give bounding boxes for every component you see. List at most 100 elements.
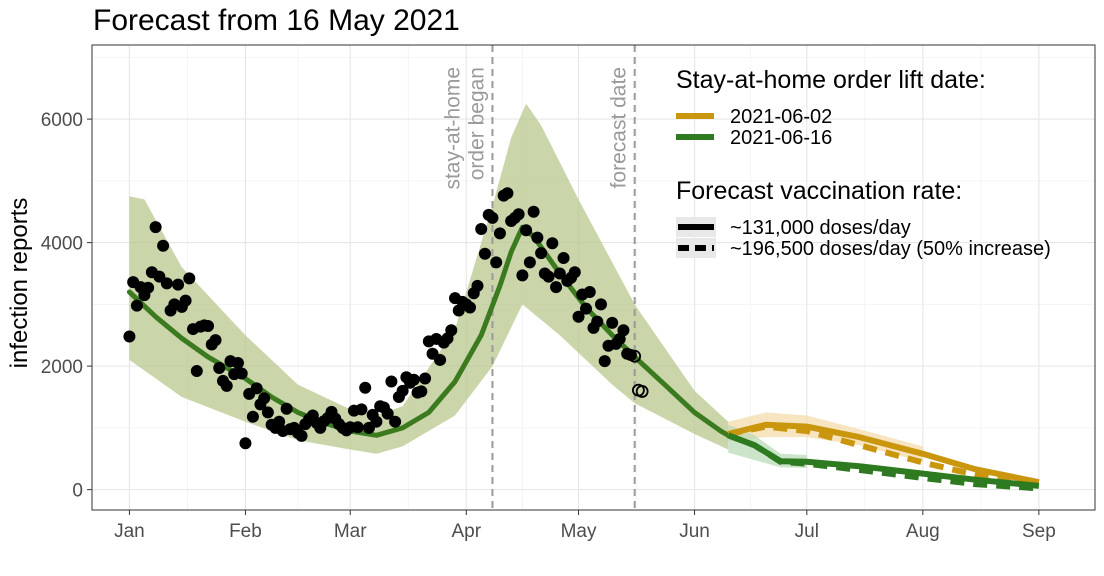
observed-point	[250, 382, 263, 395]
x-tick-label: Sep	[1022, 521, 1056, 542]
observed-point	[381, 407, 394, 420]
forecast-line-2021-06-02-solid	[727, 421, 1040, 486]
observed-point	[407, 373, 420, 386]
observed-point	[172, 278, 185, 291]
observed-point	[179, 294, 192, 307]
observed-point	[231, 357, 244, 370]
observed-point	[535, 247, 548, 260]
y-tick-label: 4000	[41, 234, 83, 255]
observed-point	[355, 403, 368, 416]
observed-point	[493, 227, 506, 240]
observed-point	[370, 415, 383, 428]
observed-point	[273, 415, 286, 428]
x-tick-label: Jun	[679, 521, 710, 542]
panel-border	[91, 44, 1096, 511]
observed-point	[531, 231, 544, 244]
observed-point	[486, 211, 499, 224]
observed-point	[445, 324, 458, 337]
legend-label-solid: ~131,000 doses/day	[730, 217, 911, 239]
observed-point	[434, 353, 447, 366]
observed-point	[478, 247, 491, 260]
forecast-line-2021-06-02-dashed	[727, 423, 1040, 489]
legend-title-rate: Forecast vaccination rate:	[676, 177, 962, 205]
annotation-label: stay-at-home	[442, 67, 465, 190]
observed-point	[471, 279, 484, 292]
forecast-line-2021-06-16-dashed	[727, 432, 1040, 492]
observed-point	[523, 256, 536, 269]
y-tick-label: 0	[72, 481, 83, 502]
observed-point-open	[628, 349, 642, 363]
legend-label-dashed: ~196,500 doses/day (50% increase)	[730, 238, 1051, 260]
observed-point	[202, 319, 215, 332]
observed-point	[157, 239, 170, 252]
observed-point	[183, 272, 196, 285]
observed-point	[351, 421, 364, 434]
observed-point	[239, 437, 252, 450]
y-tick-label: 2000	[41, 357, 83, 378]
y-axis-label: infection reports	[6, 198, 33, 369]
observed-point	[123, 330, 136, 343]
legend-label-2021-06-02: 2021-06-02	[730, 106, 832, 128]
fit-uncertainty-band	[129, 103, 729, 454]
plot-area: stay-at-home order began forecast date Jan F…	[41, 44, 1096, 542]
observed-point	[246, 410, 259, 423]
observed-point	[213, 361, 226, 374]
x-tick-label: Apr	[451, 521, 481, 542]
observed-point	[606, 316, 619, 329]
observed-point	[389, 415, 402, 428]
observed-point	[527, 205, 540, 218]
observed-point	[142, 281, 155, 294]
observed-point	[557, 252, 570, 265]
observed-point	[617, 324, 630, 337]
observed-point	[415, 385, 428, 398]
observed-point	[359, 381, 372, 394]
observed-point	[280, 402, 293, 415]
observed-point	[594, 298, 607, 311]
observed-point	[130, 299, 143, 312]
observed-point	[209, 334, 222, 347]
observed-point	[396, 384, 409, 397]
observed-point	[475, 223, 488, 236]
observed-point	[220, 379, 233, 392]
observed-point	[463, 301, 476, 314]
observed-point	[261, 406, 274, 419]
observed-point	[490, 256, 503, 269]
observed-point	[572, 310, 585, 323]
observed-point	[598, 355, 611, 368]
observed-point	[235, 367, 248, 380]
y-tick-label: 6000	[41, 110, 83, 131]
observed-point-open	[635, 385, 649, 398]
observed-point	[568, 266, 581, 279]
observed-point	[295, 429, 308, 442]
observed-point	[550, 281, 563, 294]
observed-point	[258, 392, 271, 405]
x-tick-label: Jul	[795, 521, 819, 542]
observed-point	[501, 187, 514, 200]
observed-point	[583, 286, 596, 299]
observed-point	[512, 208, 525, 221]
observed-point	[542, 270, 555, 283]
observed-point	[591, 315, 604, 328]
observed-point	[553, 267, 566, 280]
legend-title-lift: Stay-at-home order lift date:	[676, 66, 986, 94]
observed-point	[190, 365, 203, 378]
annotation-label: order began	[466, 67, 489, 180]
observed-point	[419, 372, 432, 385]
observed-point	[546, 237, 559, 250]
observed-point	[624, 349, 637, 361]
observed-point	[149, 221, 162, 234]
observed-point	[580, 302, 593, 315]
observed-point	[516, 269, 529, 282]
annotation-label: forecast date	[608, 67, 631, 188]
x-tick-label: Jan	[114, 521, 145, 542]
x-tick-label: May	[561, 521, 597, 542]
observed-point	[160, 277, 173, 290]
forecast-band-2021-06-16	[728, 424, 807, 468]
observed-point	[385, 375, 398, 388]
x-tick-label: Feb	[229, 521, 262, 542]
legend: Stay-at-home order lift date: 2021-06-022…	[676, 66, 1051, 260]
observed-point	[520, 224, 533, 237]
legend-label-2021-06-16: 2021-06-16	[730, 127, 832, 149]
x-tick-label: Aug	[906, 521, 940, 542]
